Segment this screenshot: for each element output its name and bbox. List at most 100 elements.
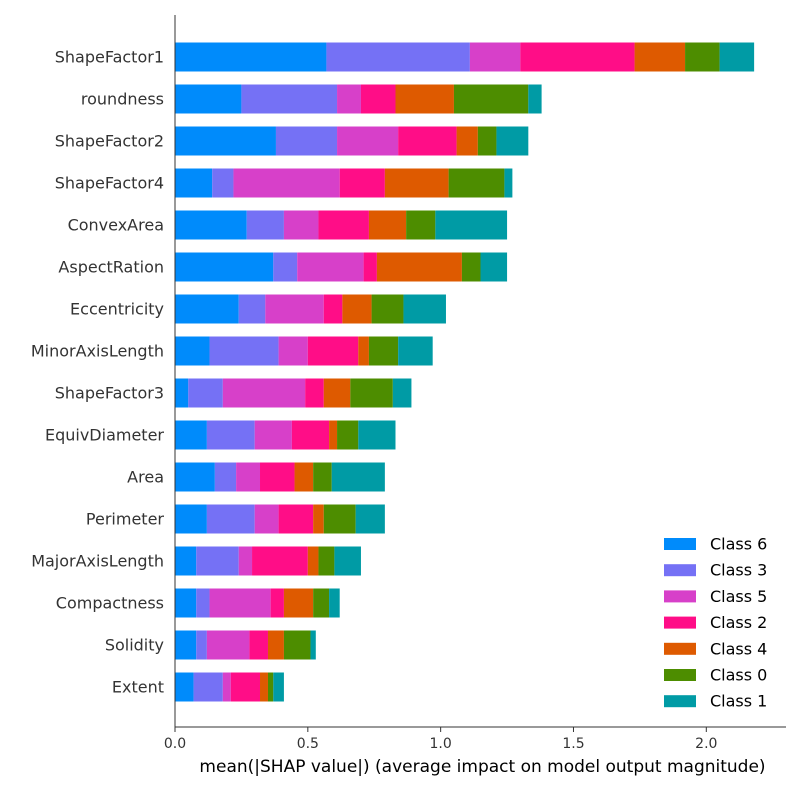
bar-segment-solidity-class-0 [283, 630, 311, 660]
legend-label: Class 3 [710, 561, 767, 580]
legend-swatch [664, 642, 696, 655]
bar-segment-area-class-6 [175, 462, 215, 492]
bar-segment-eccentricity-class-2 [323, 294, 343, 324]
bar-segment-area-class-4 [294, 462, 314, 492]
bar-segment-roundness-class-3 [241, 84, 338, 114]
bar-segment-eccentricity-class-0 [371, 294, 404, 324]
bar-segment-minoraxislength-class-6 [175, 336, 210, 366]
bar-segment-equivdiameter-class-0 [337, 420, 359, 450]
y-tick-label: Perimeter [86, 510, 164, 529]
bar-segment-aspectration-class-5 [297, 252, 364, 282]
bar-segment-minoraxislength-class-1 [398, 336, 433, 366]
bar-segment-extent-class-5 [222, 672, 231, 702]
bar-segment-equivdiameter-class-4 [329, 420, 338, 450]
bar-segment-area-class-0 [313, 462, 332, 492]
bar-segment-roundness-class-5 [337, 84, 361, 114]
bar-segment-extent-class-3 [193, 672, 223, 702]
bar-segment-compactness-class-1 [329, 588, 340, 618]
bar-segment-convexarea-class-6 [175, 210, 247, 240]
bar-segment-compactness-class-4 [283, 588, 314, 618]
legend: Class 6 Class 3 Class 5 Class 2 Class 4 Class… [664, 535, 767, 711]
bar-segment-convexarea-class-4 [368, 210, 407, 240]
bar-segment-extent-class-1 [273, 672, 284, 702]
y-tick-label: Eccentricity [70, 300, 164, 319]
bar-segment-majoraxislength-class-4 [307, 546, 319, 576]
bar-segment-compactness-class-2 [270, 588, 284, 618]
bar-segment-equivdiameter-class-6 [175, 420, 207, 450]
bar-segment-minoraxislength-class-2 [307, 336, 359, 366]
y-tick-label: ShapeFactor4 [55, 174, 164, 193]
y-tick-label: AspectRation [58, 258, 164, 277]
bar-segment-extent-class-0 [267, 672, 274, 702]
bar-segment-shapefactor2-class-0 [477, 126, 497, 156]
bar-segment-shapefactor3-class-4 [323, 378, 351, 408]
bar-segment-aspectration-class-0 [461, 252, 481, 282]
bar-segment-minoraxislength-class-5 [278, 336, 308, 366]
bar-segment-shapefactor3-class-5 [222, 378, 306, 408]
bar-segment-shapefactor3-class-3 [188, 378, 223, 408]
bar-segment-shapefactor1-class-2 [520, 42, 635, 72]
bar-segment-majoraxislength-class-0 [318, 546, 335, 576]
bar-segment-perimeter-class-1 [355, 504, 385, 534]
bar-segment-shapefactor1-class-6 [175, 42, 327, 72]
legend-label: Class 4 [710, 639, 767, 658]
bar-segment-shapefactor3-class-1 [392, 378, 412, 408]
bar-segment-aspectration-class-2 [363, 252, 377, 282]
bar-segment-shapefactor4-class-0 [448, 168, 505, 198]
legend-label: Class 6 [710, 535, 767, 554]
y-tick-label: ConvexArea [68, 216, 164, 235]
bar-segment-compactness-class-6 [175, 588, 197, 618]
bar-segment-roundness-class-0 [453, 84, 529, 114]
bar-segment-aspectration-class-1 [480, 252, 508, 282]
x-tick-label: 0.0 [164, 736, 186, 752]
bar-segment-shapefactor1-class-4 [634, 42, 686, 72]
bar-segment-shapefactor4-class-6 [175, 168, 213, 198]
bar-segment-area-class-2 [260, 462, 295, 492]
bar-segment-perimeter-class-2 [278, 504, 314, 534]
bar-segment-equivdiameter-class-5 [254, 420, 292, 450]
bar-segment-equivdiameter-class-2 [291, 420, 330, 450]
legend-swatch [664, 695, 696, 708]
bar-segment-roundness-class-6 [175, 84, 242, 114]
legend-label: Class 1 [710, 692, 767, 711]
legend-swatch [664, 564, 696, 577]
bar-segment-perimeter-class-0 [323, 504, 356, 534]
bar-segment-eccentricity-class-4 [342, 294, 372, 324]
bar-segment-perimeter-class-4 [313, 504, 324, 534]
bar-segment-shapefactor3-class-2 [305, 378, 324, 408]
bar-segment-equivdiameter-class-1 [358, 420, 396, 450]
bar-segment-convexarea-class-5 [283, 210, 319, 240]
legend-label: Class 0 [710, 666, 767, 685]
legend-label: Class 2 [710, 613, 767, 632]
bar-segment-shapefactor2-class-1 [496, 126, 529, 156]
bar-segment-shapefactor1-class-0 [685, 42, 720, 72]
bar-segment-majoraxislength-class-1 [334, 546, 361, 576]
legend-label: Class 5 [710, 587, 767, 606]
bar-segment-compactness-class-5 [209, 588, 271, 618]
bar-segment-aspectration-class-3 [273, 252, 298, 282]
bar-segment-eccentricity-class-1 [403, 294, 446, 324]
y-tick-label: MinorAxisLength [31, 342, 164, 361]
bar-segment-perimeter-class-5 [254, 504, 279, 534]
bar-segment-solidity-class-3 [196, 630, 207, 660]
x-tick-label: 1.5 [562, 736, 584, 752]
bar-segment-extent-class-4 [260, 672, 268, 702]
y-tick-label: ShapeFactor2 [55, 132, 164, 151]
y-tick-label: MajorAxisLength [31, 552, 164, 571]
bar-segment-shapefactor4-class-1 [504, 168, 513, 198]
legend-swatch [664, 669, 696, 681]
bar-segment-perimeter-class-6 [175, 504, 207, 534]
bar-segment-shapefactor1-class-5 [469, 42, 521, 72]
y-tick-label: Area [127, 468, 164, 487]
y-tick-label: ShapeFactor3 [55, 384, 164, 403]
bar-segment-solidity-class-2 [249, 630, 268, 660]
bar-segment-minoraxislength-class-3 [209, 336, 279, 366]
bar-segment-roundness-class-2 [360, 84, 396, 114]
bar-segment-solidity-class-6 [175, 630, 197, 660]
bar-segment-convexarea-class-2 [318, 210, 369, 240]
y-tick-label: Solidity [105, 636, 164, 655]
bar-segment-shapefactor3-class-6 [175, 378, 189, 408]
bar-segment-area-class-3 [214, 462, 237, 492]
bar-segment-shapefactor4-class-3 [212, 168, 234, 198]
